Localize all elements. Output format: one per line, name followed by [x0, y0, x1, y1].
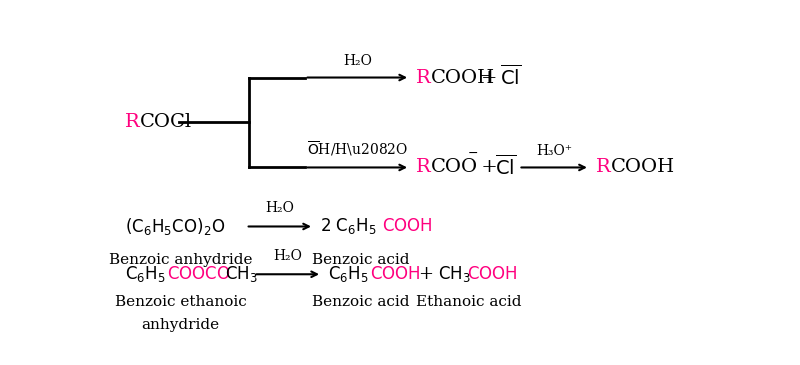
Text: ${\rm C}_6{\rm H}_5$: ${\rm C}_6{\rm H}_5$	[125, 264, 166, 284]
Text: anhydride: anhydride	[142, 318, 220, 332]
Text: Benzoic acid: Benzoic acid	[312, 295, 409, 310]
Text: ${\rm C}_6{\rm H}_5$: ${\rm C}_6{\rm H}_5$	[328, 264, 369, 284]
Text: Benzoic ethanoic: Benzoic ethanoic	[114, 295, 246, 310]
Text: H₂O: H₂O	[343, 54, 372, 68]
Text: −: −	[468, 147, 478, 160]
Text: $({\rm C}_6{\rm H}_5{\rm CO})_2{\rm O}$: $({\rm C}_6{\rm H}_5{\rm CO})_2{\rm O}$	[125, 216, 225, 237]
Text: Ethanoic acid: Ethanoic acid	[416, 295, 522, 310]
Text: Benzoic acid: Benzoic acid	[312, 253, 409, 267]
Text: ${\rm COOH}$: ${\rm COOH}$	[382, 218, 433, 235]
Text: R: R	[125, 114, 139, 131]
Text: R: R	[596, 158, 610, 176]
Text: ${\rm COOCO}$: ${\rm COOCO}$	[167, 266, 230, 283]
Text: H₂O: H₂O	[266, 201, 294, 215]
Text: COO: COO	[431, 158, 478, 176]
Text: $\overline{\rm Cl}$: $\overline{\rm Cl}$	[495, 154, 516, 178]
Text: ${\rm COOH}$: ${\rm COOH}$	[370, 266, 420, 283]
Text: Benzoic anhydride: Benzoic anhydride	[109, 253, 252, 267]
Text: H₂O: H₂O	[274, 249, 302, 263]
Text: $2\ {\rm C}_6{\rm H}_5$: $2\ {\rm C}_6{\rm H}_5$	[320, 216, 377, 237]
Text: COOH: COOH	[611, 158, 675, 176]
Text: R: R	[416, 69, 431, 87]
Text: ${\rm CH}_3$: ${\rm CH}_3$	[438, 264, 470, 284]
Text: ${\rm CH}_3$: ${\rm CH}_3$	[226, 264, 258, 284]
Text: +: +	[418, 265, 433, 283]
Text: ${\rm COOH}$: ${\rm COOH}$	[467, 266, 518, 283]
Text: COCl: COCl	[140, 114, 193, 131]
Text: COOH: COOH	[431, 69, 495, 87]
Text: $\overline{\rm Cl}$: $\overline{\rm Cl}$	[500, 64, 521, 88]
Text: +: +	[475, 158, 498, 176]
Text: R: R	[416, 158, 431, 176]
Text: +: +	[482, 69, 498, 87]
Text: H₃O⁺: H₃O⁺	[536, 143, 572, 158]
Text: $\overline{\rm O}$H/H\u2082O: $\overline{\rm O}$H/H\u2082O	[306, 139, 408, 158]
